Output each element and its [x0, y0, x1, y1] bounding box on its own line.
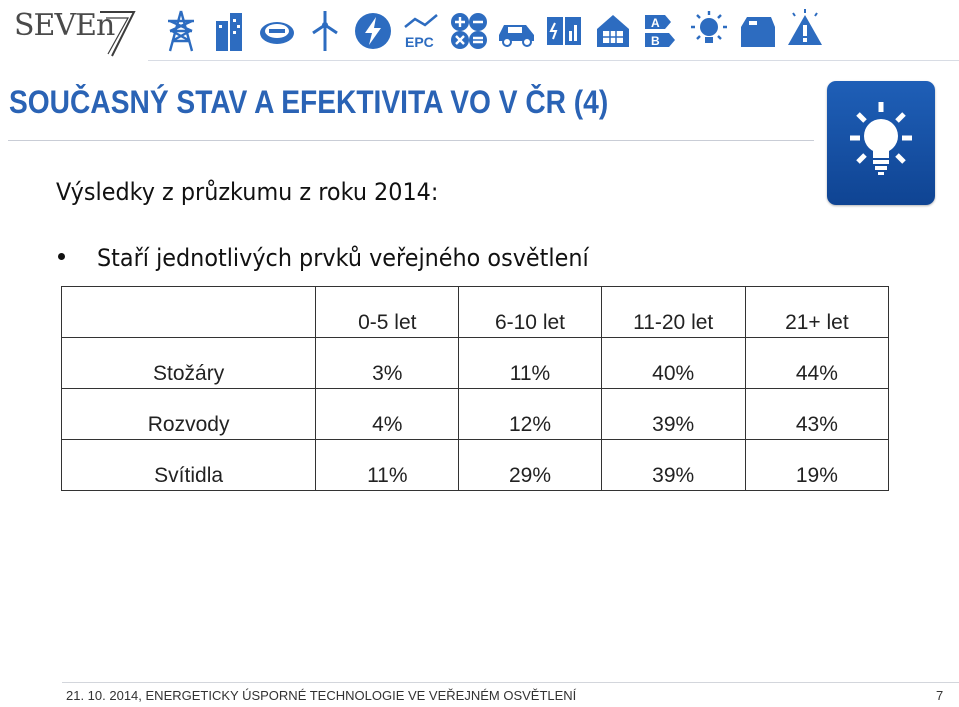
- row-label: Stožáry: [60, 337, 317, 389]
- age-table: 0-5 let 6-10 let 11-20 let 21+ let Stožá…: [60, 286, 890, 491]
- document-chart-icon: [544, 8, 586, 54]
- header-cell: 11-20 let: [600, 286, 746, 338]
- table-row: Stožáry 3% 11% 40% 44%: [60, 337, 890, 389]
- table-cell: 43%: [744, 388, 890, 440]
- light-bulb-icon: [850, 102, 912, 175]
- bullet-text: Staří jednotlivých prvků veřejného osvět…: [97, 244, 589, 272]
- seven-logo: SEVEn: [14, 6, 136, 58]
- table-cell: 39%: [600, 388, 746, 440]
- header-cell: 21+ let: [744, 286, 890, 338]
- header-cell-empty: [60, 286, 317, 338]
- energy-label-b: B: [651, 34, 660, 48]
- header-divider: [148, 60, 959, 61]
- electric-car-icon: [496, 8, 538, 54]
- slide-title: SOUČASNÝ STAV A EFEKTIVITA VO V ČR (4): [9, 84, 609, 120]
- row-label: Svítidla: [60, 439, 317, 491]
- table-cell: 11%: [458, 337, 602, 389]
- house-roof-icon: [736, 8, 778, 54]
- footer-text: 21. 10. 2014, ENERGETICKY ÚSPORNÉ TECHNO…: [66, 688, 577, 703]
- logo-text: SEVEn: [14, 8, 115, 43]
- building-icon: [208, 8, 250, 54]
- page-number: 7: [936, 688, 944, 703]
- wind-turbine-icon: [304, 8, 346, 54]
- epc-label: EPC: [405, 34, 434, 50]
- gas-meter-icon: [256, 8, 298, 54]
- logo-seven-stroke-icon: [100, 11, 136, 57]
- table-header-row: 0-5 let 6-10 let 11-20 let 21+ let: [60, 286, 890, 338]
- table-cell: 11%: [315, 439, 460, 491]
- table-row: Svítidla 11% 29% 39% 19%: [60, 439, 890, 491]
- table-cell: 39%: [600, 439, 746, 491]
- header-cell: 0-5 let: [315, 286, 460, 338]
- sun-bulb-icon: [688, 8, 730, 54]
- table-cell: 12%: [458, 388, 602, 440]
- survey-subtitle: Výsledky z průzkumu z roku 2014:: [56, 178, 439, 206]
- bullet-dot-icon: [58, 252, 65, 260]
- footer-divider: [62, 682, 959, 683]
- table-cell: 3%: [315, 337, 460, 389]
- epc-icon: EPC: [400, 8, 442, 54]
- bulb-tile: [827, 81, 935, 205]
- table-cell: 19%: [744, 439, 890, 491]
- bullet-item: Staří jednotlivých prvků veřejného osvět…: [58, 244, 626, 272]
- row-label: Rozvody: [60, 388, 317, 440]
- table-row: Rozvody 4% 12% 39% 43%: [60, 388, 890, 440]
- title-divider: [8, 140, 814, 141]
- table-cell: 40%: [600, 337, 746, 389]
- energy-label-a: A: [651, 16, 660, 30]
- power-pylon-icon: [160, 8, 202, 54]
- table-cell: 29%: [458, 439, 602, 491]
- house-solar-icon: [592, 8, 634, 54]
- lightning-icon: [352, 8, 394, 54]
- table-cell: 44%: [744, 337, 890, 389]
- table-cell: 4%: [315, 388, 460, 440]
- header-cell: 6-10 let: [458, 286, 602, 338]
- calculator-signs-icon: [448, 8, 490, 54]
- warning-bulb-icon: [784, 8, 826, 54]
